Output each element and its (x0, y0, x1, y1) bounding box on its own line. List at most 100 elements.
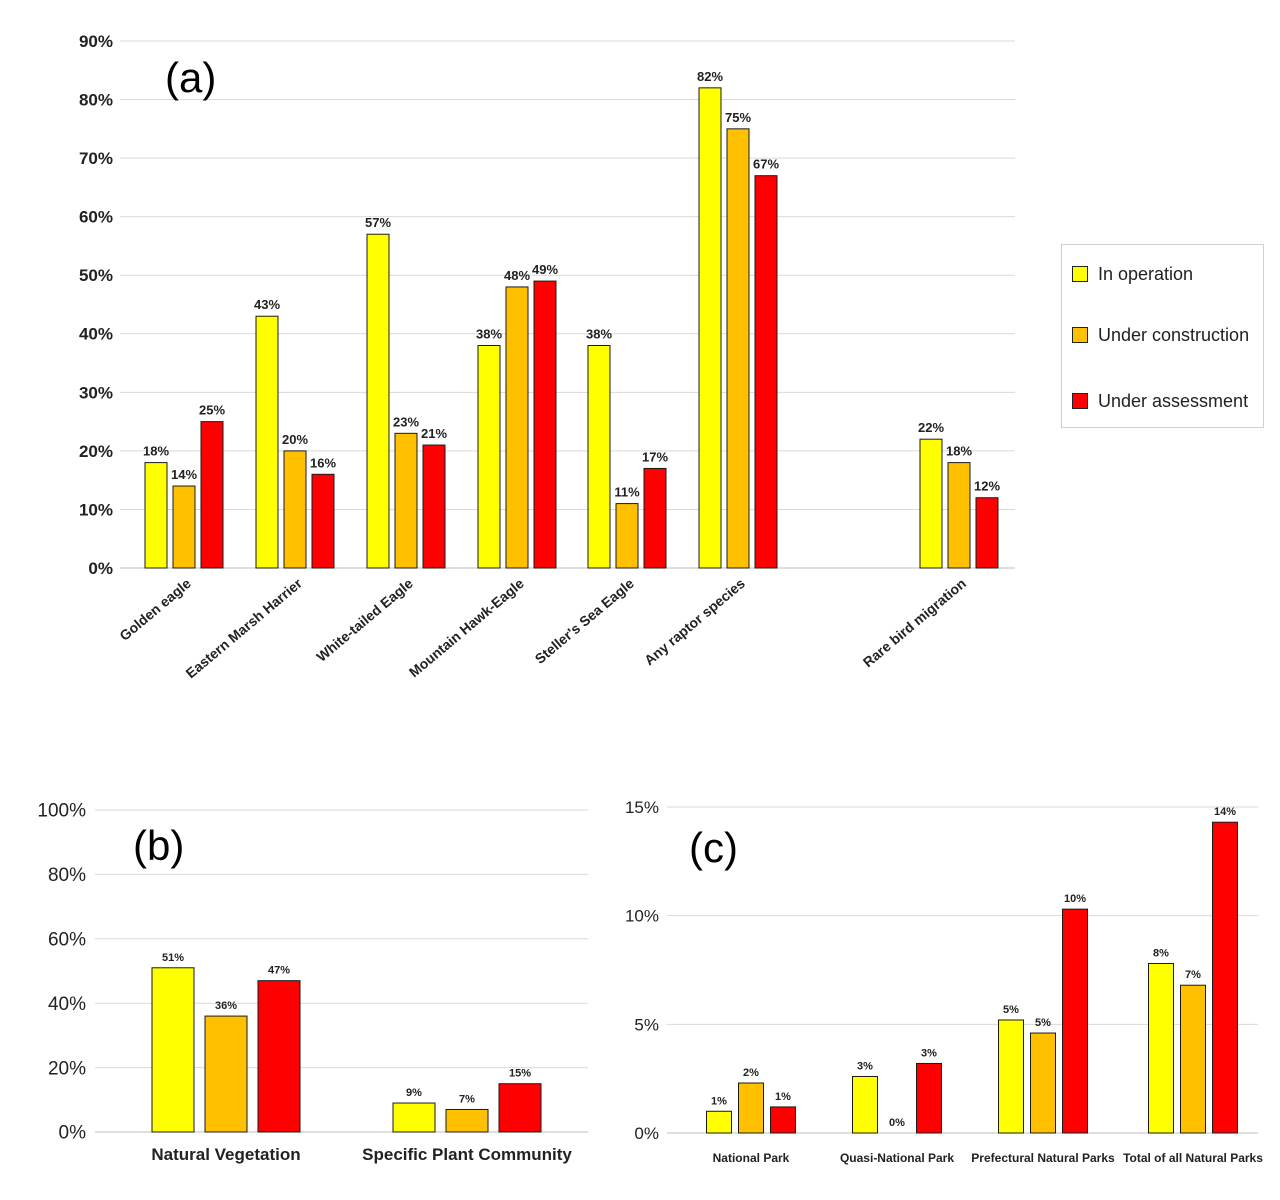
data-label: 3% (857, 1060, 873, 1072)
bar-under-assessment (770, 1106, 796, 1134)
bar-under-assessment (498, 1083, 542, 1133)
data-label: 22% (918, 420, 944, 435)
data-label: 82% (697, 69, 723, 84)
category-label: Steller's Sea Eagle (532, 575, 637, 667)
legend-swatch-under-assessment (1072, 393, 1088, 409)
data-label: 38% (476, 326, 502, 341)
chart-a: 0%10%20%30%40%50%60%70%80%90%18%14%25%Go… (79, 32, 1015, 681)
bar-under-construction (615, 503, 639, 569)
y-tick-label: 10% (79, 500, 113, 519)
data-label: 67% (753, 157, 779, 172)
bar-under-construction (1030, 1032, 1056, 1134)
category-label: Rare bird migration (860, 575, 969, 670)
bar-under-assessment (643, 467, 667, 569)
y-tick-label: 100% (37, 801, 86, 822)
data-label: 11% (614, 485, 640, 500)
data-label: 57% (365, 215, 391, 230)
data-label: 51% (162, 952, 184, 964)
y-tick-label: 0% (88, 559, 113, 578)
y-tick-label: 10% (625, 907, 659, 926)
legend-swatch-in-operation (1072, 266, 1088, 282)
bar-under-assessment (975, 497, 999, 569)
bar-under-construction (726, 128, 750, 569)
bar-under-assessment (311, 473, 335, 569)
category-label: Golden eagle (116, 575, 194, 644)
data-label: 25% (199, 403, 225, 418)
legend-item-under-assessment: Under assessment (1072, 390, 1248, 412)
bar-in-operation (477, 344, 501, 569)
data-label: 16% (310, 455, 336, 470)
data-label: 7% (459, 1093, 475, 1105)
legend-label-under-assessment: Under assessment (1098, 390, 1249, 411)
data-label: 38% (586, 326, 612, 341)
data-label: 17% (642, 449, 668, 464)
panel-label: (a) (165, 54, 216, 101)
data-label: 15% (509, 1068, 531, 1080)
bar-in-operation (255, 315, 279, 569)
y-tick-label: 60% (79, 208, 113, 227)
bar-under-construction (947, 462, 971, 569)
panel-label: (c) (689, 824, 738, 871)
data-label: 14% (171, 467, 197, 482)
bar-under-construction (283, 450, 307, 569)
category-label: Total of all Natural Parks (1123, 1151, 1263, 1165)
y-tick-label: 90% (79, 32, 113, 51)
category-label: Quasi-National Park (840, 1151, 954, 1165)
bar-under-construction (445, 1108, 489, 1133)
bar-under-assessment (1212, 821, 1238, 1134)
y-tick-label: 0% (59, 1123, 87, 1144)
panel-label: (b) (133, 822, 184, 869)
bar-in-operation (366, 233, 390, 569)
data-label: 75% (725, 110, 751, 125)
y-tick-label: 20% (79, 442, 113, 461)
y-tick-label: 15% (625, 798, 659, 817)
category-label: Mountain Hawk-Eagle (406, 575, 527, 680)
category-label: White-tailed Eagle (313, 575, 416, 665)
y-tick-label: 70% (79, 149, 113, 168)
bar-in-operation (698, 87, 722, 569)
data-label: 36% (215, 1000, 237, 1012)
bar-under-assessment (422, 444, 446, 569)
y-tick-label: 60% (48, 929, 86, 950)
bar-in-operation (1148, 962, 1174, 1134)
legend-item-under-construction: Under construction (1072, 324, 1249, 346)
data-label: 5% (1003, 1004, 1019, 1016)
bar-under-assessment (257, 980, 301, 1133)
data-label: 1% (775, 1091, 791, 1103)
data-label: 20% (282, 432, 308, 447)
bar-in-operation (587, 344, 611, 569)
bar-under-construction (172, 485, 196, 569)
bar-under-construction (1180, 984, 1206, 1134)
y-tick-label: 40% (48, 994, 86, 1015)
legend-swatch-under-construction (1072, 327, 1088, 343)
data-label: 18% (946, 444, 972, 459)
y-tick-label: 30% (79, 383, 113, 402)
bar-under-assessment (200, 421, 224, 569)
bar-under-construction (394, 432, 418, 569)
bar-under-construction (738, 1082, 764, 1134)
data-label: 1% (711, 1095, 727, 1107)
bar-under-assessment (533, 280, 557, 569)
category-label: Natural Vegetation (151, 1145, 300, 1164)
data-label: 2% (743, 1067, 759, 1079)
data-label: 23% (393, 414, 419, 429)
bar-in-operation (998, 1019, 1024, 1134)
y-tick-label: 0% (634, 1124, 659, 1143)
data-label: 5% (1035, 1017, 1051, 1029)
data-label: 3% (921, 1047, 937, 1059)
chart-b: 0% 20% 40% 60% 80% 100% 51% 36% 47% Natural Veget… (37, 801, 588, 1164)
category-label: Prefectural Natural Parks (971, 1151, 1115, 1165)
bar-in-operation (919, 438, 943, 569)
y-tick-label: 50% (79, 266, 113, 285)
bar-in-operation (852, 1075, 878, 1134)
data-label: 47% (268, 965, 290, 977)
chart-c: 0% 5% 10% 15% 1% 2% 1% National Park 3% 0% 3% Quasi… (625, 798, 1263, 1165)
data-label: 9% (406, 1087, 422, 1099)
legend-label-in-operation: In operation (1098, 263, 1194, 284)
legend-label-under-construction: Under construction (1098, 324, 1250, 345)
data-label: 8% (1153, 947, 1169, 959)
category-label: Eastern Marsh Harrier (183, 575, 306, 682)
data-label: 48% (504, 268, 530, 283)
bar-in-operation (144, 462, 168, 569)
